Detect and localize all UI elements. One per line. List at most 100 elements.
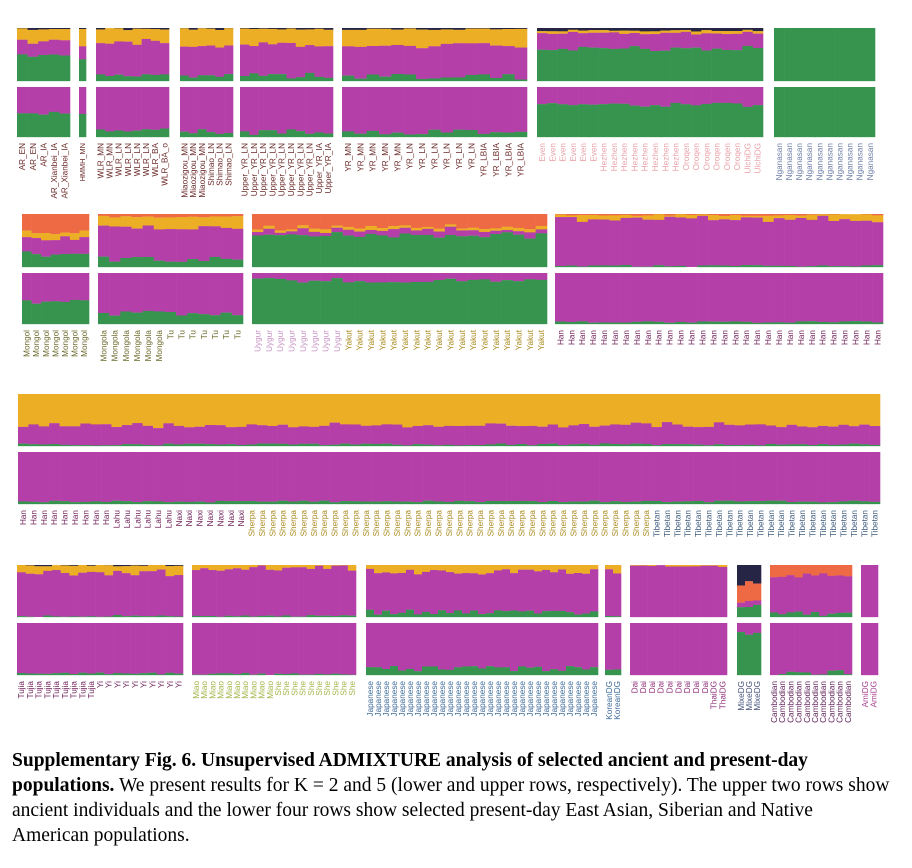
individual-label: Mongol [23, 330, 32, 357]
bar-segment-green [608, 103, 620, 138]
bar-segment-magenta [828, 273, 840, 323]
bar-segment-magenta [236, 426, 247, 446]
admixture-row-3: Han Han Han Han Han Han Han Han Han Lahu Lahu Lahu L… [18, 394, 881, 537]
bar-segment-gold [153, 217, 166, 230]
individual-label: Mongola [122, 330, 131, 362]
bar-segment-green [817, 321, 829, 325]
bar-segment-green [514, 131, 528, 138]
bar-segment-gold [495, 394, 507, 424]
bar-segment-magenta [490, 87, 503, 133]
bar-segment-magenta [807, 452, 818, 502]
k2-bars [240, 87, 334, 138]
bar-segment-green [257, 615, 267, 618]
bar-segment-gold [605, 565, 614, 570]
bar-segment-green [828, 322, 840, 325]
bar-segment-green [653, 265, 665, 268]
bar-segment-green [574, 667, 583, 676]
bar-segment-gold [629, 30, 641, 34]
bar-segment-magenta [200, 568, 209, 617]
bar-segment-gold [224, 565, 234, 570]
bar-segment-navy [537, 28, 548, 32]
bar-segment-navy [305, 28, 315, 30]
bar-segment-green [176, 315, 188, 325]
individual-label: Cambodian [786, 681, 795, 723]
bar-segment-green [403, 74, 417, 82]
admixture-panel: KoreanDG KoreanDG [605, 565, 622, 720]
bar-segment-magenta [653, 273, 665, 322]
individual-label: She [307, 681, 316, 696]
bar-segment-gold [241, 565, 250, 570]
bar-segment-magenta [406, 569, 415, 610]
bar-segment-gold [613, 565, 622, 574]
bar-segment-magenta [391, 452, 403, 502]
individual-label: Upper_YR_LN [259, 143, 268, 196]
bar-segment-magenta [308, 452, 320, 502]
bar-segment-gold [142, 394, 154, 426]
bar-segment-magenta [558, 427, 569, 446]
bar-segment-magenta [159, 43, 170, 75]
bar-segment-green [751, 322, 764, 325]
bar-segment-magenta [31, 238, 42, 255]
bar-segment-gold [524, 229, 536, 233]
individual-label: Tujia [52, 681, 61, 699]
bar-segment-magenta [784, 273, 796, 323]
bar-segment-magenta [339, 424, 351, 444]
bar-segment-green [379, 76, 392, 82]
individual-label: Oroqen [702, 143, 711, 171]
bar-segment-green [49, 444, 60, 447]
individual-label: She [315, 681, 324, 696]
bar-segment-gold [582, 565, 591, 574]
individual-label: Japanese [542, 681, 551, 717]
bar-segment-green [43, 673, 53, 676]
bar-segment-green [132, 130, 142, 138]
bar-segment-magenta [220, 273, 233, 313]
bar-segment-gold [165, 566, 175, 577]
bar-segment-magenta [433, 452, 445, 502]
bar-segment-gold [848, 394, 860, 427]
bar-segment-magenta [691, 87, 702, 106]
bar-segment-green [308, 443, 320, 447]
bar-segment-green [786, 444, 798, 447]
bar-segment-orange [109, 214, 121, 218]
bar-segment-green [641, 443, 652, 447]
individual-label: Sherpa [414, 510, 423, 537]
bar-segment-green [721, 49, 733, 82]
bar-segment-navy [477, 28, 491, 29]
bar-segment-green [485, 444, 497, 447]
bar-segment-magenta [329, 422, 341, 445]
bar-segment-green [60, 254, 71, 268]
bar-segment-magenta [142, 452, 154, 502]
bar-segment-gold [342, 29, 355, 47]
individual-label: Nganasan [775, 143, 784, 181]
k5-bars [22, 214, 90, 268]
individual-label: Mongola [133, 330, 142, 362]
bar-segment-gold [121, 394, 133, 426]
bar-segment-gold [403, 28, 417, 47]
bar-segment-magenta [574, 623, 583, 668]
bar-segment-magenta [132, 87, 142, 131]
bar-segment-gold [433, 394, 445, 427]
bar-segment-green [17, 616, 27, 618]
bar-segment-magenta [796, 426, 808, 445]
individual-label: Lahu [113, 510, 122, 529]
bar-segment-magenta [27, 87, 39, 114]
bar-segment-green [350, 444, 362, 447]
bar-segment-magenta [744, 424, 756, 445]
bar-segment-gold [558, 565, 567, 570]
bar-segment-magenta [105, 87, 115, 132]
bar-segment-green [320, 281, 332, 325]
bar-segment-gold [410, 227, 423, 231]
bar-segment-magenta [350, 452, 362, 502]
bar-segment-magenta [827, 575, 836, 614]
bar-segment-magenta [693, 452, 704, 502]
bar-segment-green [104, 674, 114, 676]
bar-segment-magenta [651, 452, 663, 502]
admixture-panel: Upper_YR_LN Upper_YR_LN Upper_YR_LN Upper_Y… [240, 28, 334, 196]
bar-segment-green [795, 321, 807, 325]
bar-segment-gold [48, 29, 60, 40]
individual-label: Han [764, 330, 773, 345]
bar-segment-magenta [661, 422, 673, 445]
bar-segment-magenta [329, 452, 341, 503]
bar-segment-magenta [258, 42, 269, 76]
individual-label: Naxi [237, 510, 246, 527]
